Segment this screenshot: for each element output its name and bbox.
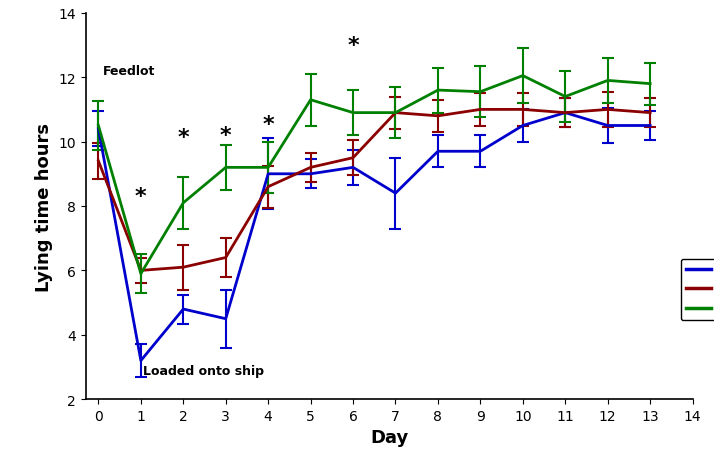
Y-axis label: Lying time hours: Lying time hours [35,122,53,291]
Text: *: * [347,36,359,56]
Text: Loaded onto ship: Loaded onto ship [143,364,264,377]
Text: *: * [178,128,189,147]
Text: *: * [220,126,231,146]
Text: *: * [135,187,146,207]
Legend: ASEL-10% density, ASEL density, Allometric density: ASEL-10% density, ASEL density, Allometr… [680,259,714,320]
Text: Feedlot: Feedlot [103,65,155,78]
Text: *: * [262,115,274,134]
X-axis label: Day: Day [370,429,408,447]
